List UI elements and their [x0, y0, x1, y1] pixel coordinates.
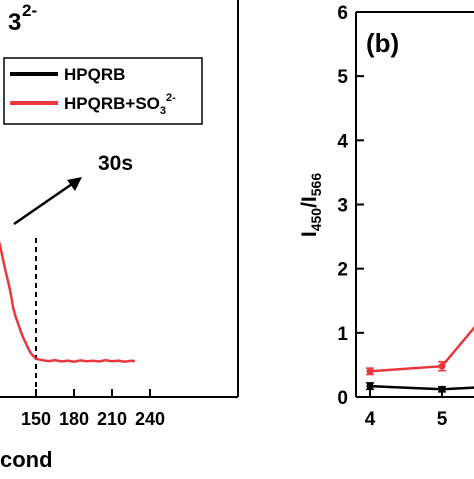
- left-x-tick-label: 240: [135, 409, 165, 429]
- right-y-tick-label: 2: [337, 260, 348, 281]
- left-x-tick-label: 210: [97, 409, 127, 429]
- legend-label-main: HPQRB+SO: [64, 94, 160, 113]
- left-panel: 3 2- 150 180 210 240 30s HPQRB HPQRB+SO32- …: [0, 0, 239, 472]
- arrow-label: 30s: [98, 152, 133, 175]
- legend-label-hpqrb: HPQRB: [64, 65, 125, 84]
- ylabel-mid: /I: [298, 196, 321, 208]
- right-x-tick-label: 5: [437, 409, 448, 430]
- panel-label-b: (b): [366, 28, 399, 58]
- right-series: [366, 326, 474, 393]
- left-x-tick-label: 150: [21, 409, 51, 429]
- ylabel-sub1: 450: [308, 208, 324, 232]
- legend-label-hpqrb-so3: HPQRB+SO32-: [64, 92, 176, 117]
- series-line-hpqrb-so3: [0, 240, 135, 363]
- right-y-ticks: 0 1 2 3 4 5 6: [337, 3, 364, 409]
- legend-label-sub: 3: [160, 105, 166, 117]
- right-x-tick-label: 4: [365, 409, 376, 430]
- data-point: [366, 382, 374, 390]
- legend-box: [3, 57, 203, 125]
- ylabel-main: I: [298, 231, 321, 237]
- right-y-axis-label: I450/I566: [298, 173, 324, 237]
- right-y-tick-label: 5: [337, 67, 348, 88]
- right-y-tick-label: 1: [337, 324, 348, 345]
- right-y-tick-label: 6: [337, 3, 348, 24]
- right-y-tick-label: 3: [337, 196, 348, 217]
- right-y-tick-label: 4: [337, 131, 348, 152]
- left-title-superscript: 2-: [22, 1, 37, 20]
- data-point: [438, 362, 446, 370]
- arrow-annotation: [13, 177, 82, 226]
- arrow-shaft: [13, 182, 73, 226]
- arrow-head: [67, 177, 82, 191]
- right-series-line: [369, 384, 474, 391]
- ylabel-sub2: 566: [308, 173, 324, 197]
- right-series-line: [369, 326, 474, 373]
- left-x-tick-label: 180: [59, 409, 89, 429]
- data-point: [438, 385, 446, 393]
- left-x-ticks: 150 180 210 240: [21, 389, 165, 429]
- left-legend: HPQRB HPQRB+SO32-: [3, 57, 203, 125]
- left-x-label-fragment: cond: [0, 447, 53, 472]
- data-point: [366, 367, 374, 375]
- right-y-tick-label: 0: [337, 388, 348, 409]
- left-title-fragment: 3: [8, 9, 21, 36]
- legend-label-sup: 2-: [166, 92, 176, 104]
